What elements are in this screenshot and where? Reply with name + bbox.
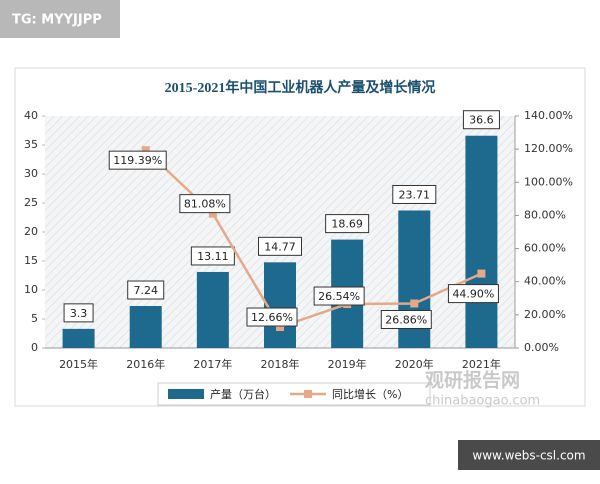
line-value-label: 26.86% xyxy=(385,313,427,326)
bar-value-label: 36.6 xyxy=(469,114,494,127)
line-value-label: 12.66% xyxy=(251,311,293,324)
line-value-label: 26.54% xyxy=(318,290,360,303)
watermark-name: 观研报告网 xyxy=(425,369,520,392)
y-tick-label: 35 xyxy=(24,138,38,151)
legend-swatch xyxy=(168,389,204,399)
line-value-label: 81.08% xyxy=(184,198,226,211)
bar-value-label-box xyxy=(258,236,302,256)
y2-tick-label: 40.00% xyxy=(524,275,566,288)
bar-value-label-box xyxy=(392,184,437,204)
line-marker xyxy=(208,209,217,218)
line-marker xyxy=(410,299,419,308)
line-value-label-box xyxy=(313,286,365,306)
bar xyxy=(465,135,498,348)
y2-tick-label: 60.00% xyxy=(524,242,566,255)
line-value-label-box xyxy=(447,284,499,304)
badge xyxy=(0,0,120,38)
y2-tick-label: 0.00% xyxy=(524,341,559,354)
y-tick-label: 25 xyxy=(24,196,38,209)
x-tick-label: 2017年 xyxy=(193,357,232,371)
x-tick-label: 2020年 xyxy=(395,357,434,371)
bar xyxy=(196,271,229,348)
y2-tick-label: 100.00% xyxy=(524,175,573,188)
bar xyxy=(264,262,296,348)
y2-tick-label: 20.00% xyxy=(524,308,566,321)
bar xyxy=(62,328,95,348)
bar-value-label: 13.11 xyxy=(197,250,229,263)
watermark-url: chinabaogao.com xyxy=(425,394,540,409)
chart-title: 2015-2021年中国工业机器人产量及增长情况 xyxy=(165,79,436,96)
line-marker xyxy=(141,146,150,155)
x-tick-label: 2021年 xyxy=(462,357,501,371)
x-tick-label: 2015年 xyxy=(59,357,98,371)
bar-value-label: 23.71 xyxy=(399,188,431,201)
y2-tick-label: 80.00% xyxy=(524,208,566,221)
y2-tick-label: 140.00% xyxy=(524,109,573,122)
bar xyxy=(129,306,162,348)
y-tick-label: 5 xyxy=(31,312,38,325)
line-marker xyxy=(477,269,486,278)
x-tick-label: 2018年 xyxy=(261,357,300,371)
x-tick-label: 2016年 xyxy=(126,357,165,371)
bar-value-label-box xyxy=(462,110,500,130)
bar-value-label: 7.24 xyxy=(133,284,158,297)
y-tick-label: 15 xyxy=(24,254,38,267)
line-value-label: 119.39% xyxy=(113,154,162,167)
line-value-label-box xyxy=(380,309,432,329)
legend-label: 同比增长（%） xyxy=(332,387,408,401)
bar-value-label-box xyxy=(190,246,235,266)
line-value-label-box xyxy=(108,150,167,170)
y-tick-label: 40 xyxy=(24,109,38,122)
badge-text: www.webs-csl.com xyxy=(472,449,585,463)
line-value-label: 44.90% xyxy=(452,288,494,301)
bar-value-label: 18.69 xyxy=(331,218,363,231)
y-tick-label: 10 xyxy=(24,283,38,296)
badge-text: TG: MYYJJPP xyxy=(12,13,102,28)
bar-value-label: 3.3 xyxy=(70,307,88,320)
y-tick-label: 30 xyxy=(24,167,38,180)
y-tick-label: 0 xyxy=(31,341,38,354)
bar-value-label: 14.77 xyxy=(264,240,296,253)
legend-label: 产量（万台） xyxy=(210,387,276,401)
y2-tick-label: 120.00% xyxy=(524,142,573,155)
bar-value-label-box xyxy=(127,280,165,300)
y-tick-label: 20 xyxy=(24,225,38,238)
badge xyxy=(458,440,600,470)
line-value-label-box xyxy=(179,194,231,214)
bar-value-label-box xyxy=(325,214,370,234)
legend-swatch xyxy=(304,390,312,398)
line-marker xyxy=(276,323,284,332)
x-tick-label: 2019年 xyxy=(328,357,367,371)
line-value-label-box xyxy=(246,307,298,327)
bar-value-label-box xyxy=(63,303,94,323)
